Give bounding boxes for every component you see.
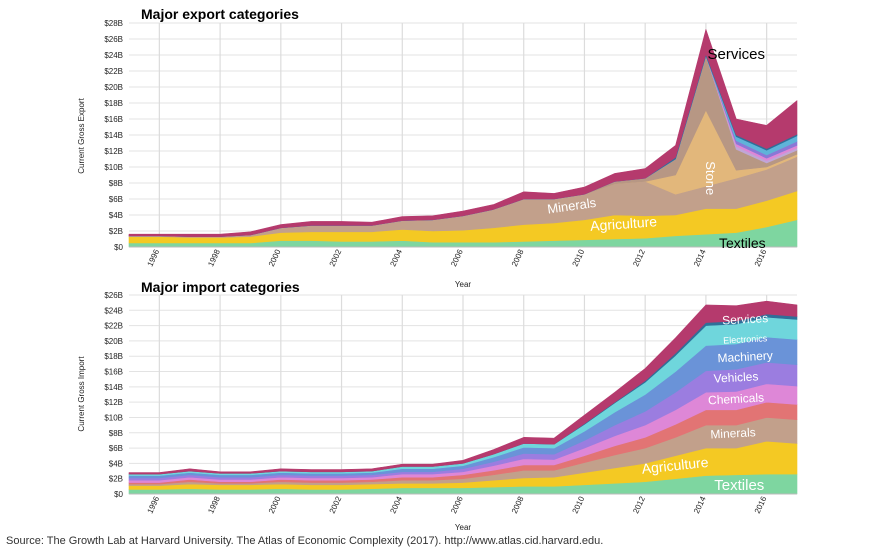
y-tick-label: $12B (104, 398, 123, 407)
y-tick-label: $20B (104, 337, 123, 346)
y-tick-label: $4B (109, 459, 123, 468)
annotation-textiles: Textiles (719, 235, 766, 251)
annotation-minerals: Minerals (710, 425, 756, 441)
y-tick-label: $2B (109, 475, 123, 484)
source-note: Source: The Growth Lab at Harvard Univer… (6, 535, 604, 547)
y-tick-label: $6B (109, 444, 123, 453)
annotation-vehicles: Vehicles (713, 369, 758, 385)
annotation-chemicals: Chemicals (708, 390, 765, 407)
export-y-axis-label: Current Gross Export (77, 97, 86, 173)
x-tick-label: 2002 (328, 248, 344, 268)
y-tick-label: $18B (104, 99, 123, 108)
area-series-services (128, 300, 798, 475)
y-tick-label: $26B (104, 35, 123, 44)
y-tick-label: $28B (104, 19, 123, 28)
y-tick-label: $12B (104, 147, 123, 156)
annotation-services: Services (708, 46, 766, 63)
y-tick-label: $22B (104, 322, 123, 331)
x-tick-label: 2014 (692, 495, 708, 515)
x-tick-label: 2014 (692, 248, 708, 268)
y-tick-label: $18B (104, 352, 123, 361)
x-tick-label: 2002 (328, 495, 344, 515)
y-tick-label: $2B (109, 227, 123, 236)
y-tick-label: $6B (109, 195, 123, 204)
y-tick-label: $4B (109, 211, 123, 220)
y-tick-label: $24B (104, 51, 123, 60)
x-tick-label: 2004 (388, 495, 404, 515)
x-tick-label: 2004 (388, 248, 404, 268)
y-tick-label: $10B (104, 163, 123, 172)
y-tick-label: $24B (104, 306, 123, 315)
y-tick-label: $8B (109, 179, 123, 188)
x-tick-label: 2000 (267, 495, 283, 515)
import-chart-title: Major import categories (141, 279, 300, 295)
import-x-axis-label: Year (455, 523, 472, 532)
x-tick-label: 2012 (631, 495, 647, 515)
x-tick-label: 1996 (145, 495, 161, 515)
x-tick-label: 2006 (449, 248, 465, 268)
annotation-agriculture: Agriculture (641, 454, 709, 477)
x-tick-label: 2012 (631, 248, 647, 268)
y-tick-label: $26B (104, 291, 123, 300)
export-chart: $0 $2B $4B $6B $8B $10B $12B $14B $16B $18B $20B $2… (77, 6, 798, 289)
y-tick-label: $20B (104, 83, 123, 92)
annotation-services: Services (722, 311, 769, 327)
y-tick-label: $16B (104, 368, 123, 377)
y-tick-label: $10B (104, 413, 123, 422)
annotation-stone: Stone (703, 161, 718, 195)
export-x-axis-label: Year (455, 280, 472, 289)
annotation-textiles: Textiles (714, 477, 764, 494)
y-tick-label: $14B (104, 131, 123, 140)
x-tick-label: 1998 (206, 248, 222, 268)
y-tick-label: $14B (104, 383, 123, 392)
annotation-agriculture: Agriculture (590, 213, 658, 234)
annotation-group: Services Electronics Machinery Vehicles Chem… (641, 311, 773, 494)
x-tick-label: 2006 (449, 495, 465, 515)
y-tick-label: $0 (114, 243, 123, 252)
annotation-electronics: Electronics (723, 333, 768, 345)
x-tick-label: 2000 (267, 248, 283, 268)
export-chart-title: Major export categories (141, 6, 299, 22)
x-tick-label: 1998 (206, 495, 222, 515)
x-tick-label: 2010 (571, 495, 587, 515)
x-tick-label: 2008 (510, 495, 526, 515)
annotation-minerals: Minerals (546, 195, 597, 217)
y-tick-label: $8B (109, 429, 123, 438)
y-tick-label: $16B (104, 115, 123, 124)
y-tick-label: $22B (104, 67, 123, 76)
x-tick-label: 2008 (510, 248, 526, 268)
annotation-machinery: Machinery (717, 348, 773, 365)
x-tick-label: 2016 (753, 495, 769, 515)
import-y-axis-label: Current Gross Import (77, 356, 86, 432)
y-tick-label: $0 (114, 490, 123, 499)
area-series-services (128, 29, 798, 237)
import-chart: $0 $2B $4B $6B $8B $10B $12B $14B $16B $18B $20B $2… (77, 279, 798, 532)
x-tick-label: 1996 (145, 248, 161, 268)
x-tick-label: 2010 (571, 248, 587, 268)
